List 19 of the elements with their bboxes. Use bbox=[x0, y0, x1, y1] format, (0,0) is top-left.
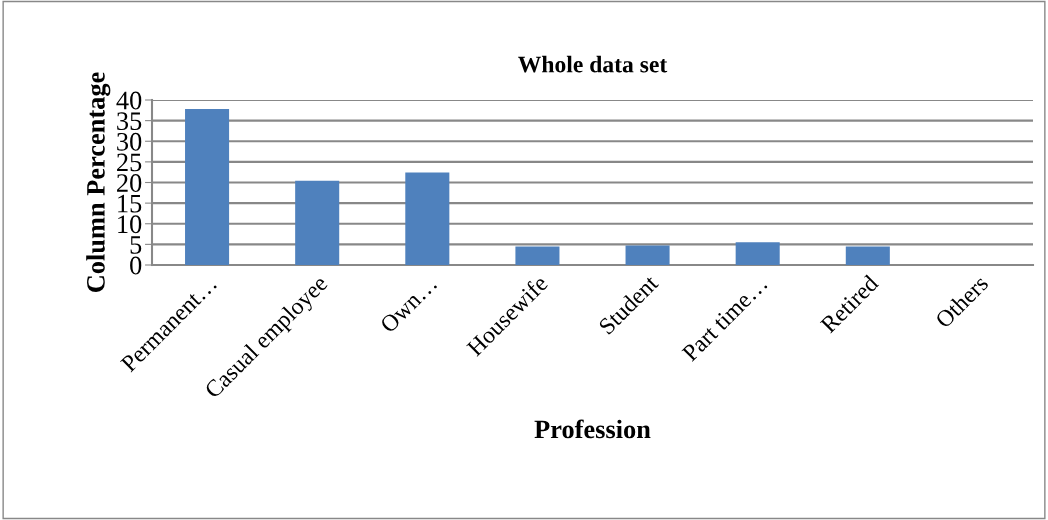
chart-title: Whole data set bbox=[518, 55, 668, 73]
y-axis-title: Column Percentage bbox=[86, 72, 111, 292]
y-tick-label: 35 bbox=[117, 112, 142, 131]
bar bbox=[515, 246, 560, 265]
y-tick-label: 10 bbox=[118, 215, 142, 234]
bar bbox=[295, 180, 340, 265]
y-tick-label: 0 bbox=[130, 256, 142, 275]
x-axis-title: Profession bbox=[534, 419, 651, 439]
bar bbox=[735, 242, 780, 265]
y-tick-label: 5 bbox=[130, 236, 142, 254]
y-tick-label: 15 bbox=[118, 194, 142, 213]
bar bbox=[845, 246, 890, 265]
y-tick-label: 30 bbox=[117, 132, 142, 151]
y-tick-label: 40 bbox=[116, 91, 142, 110]
y-tick-label: 25 bbox=[117, 153, 142, 172]
bar bbox=[185, 109, 230, 265]
y-tick-label: 20 bbox=[117, 174, 142, 192]
bar bbox=[405, 172, 450, 265]
bar bbox=[625, 245, 670, 265]
